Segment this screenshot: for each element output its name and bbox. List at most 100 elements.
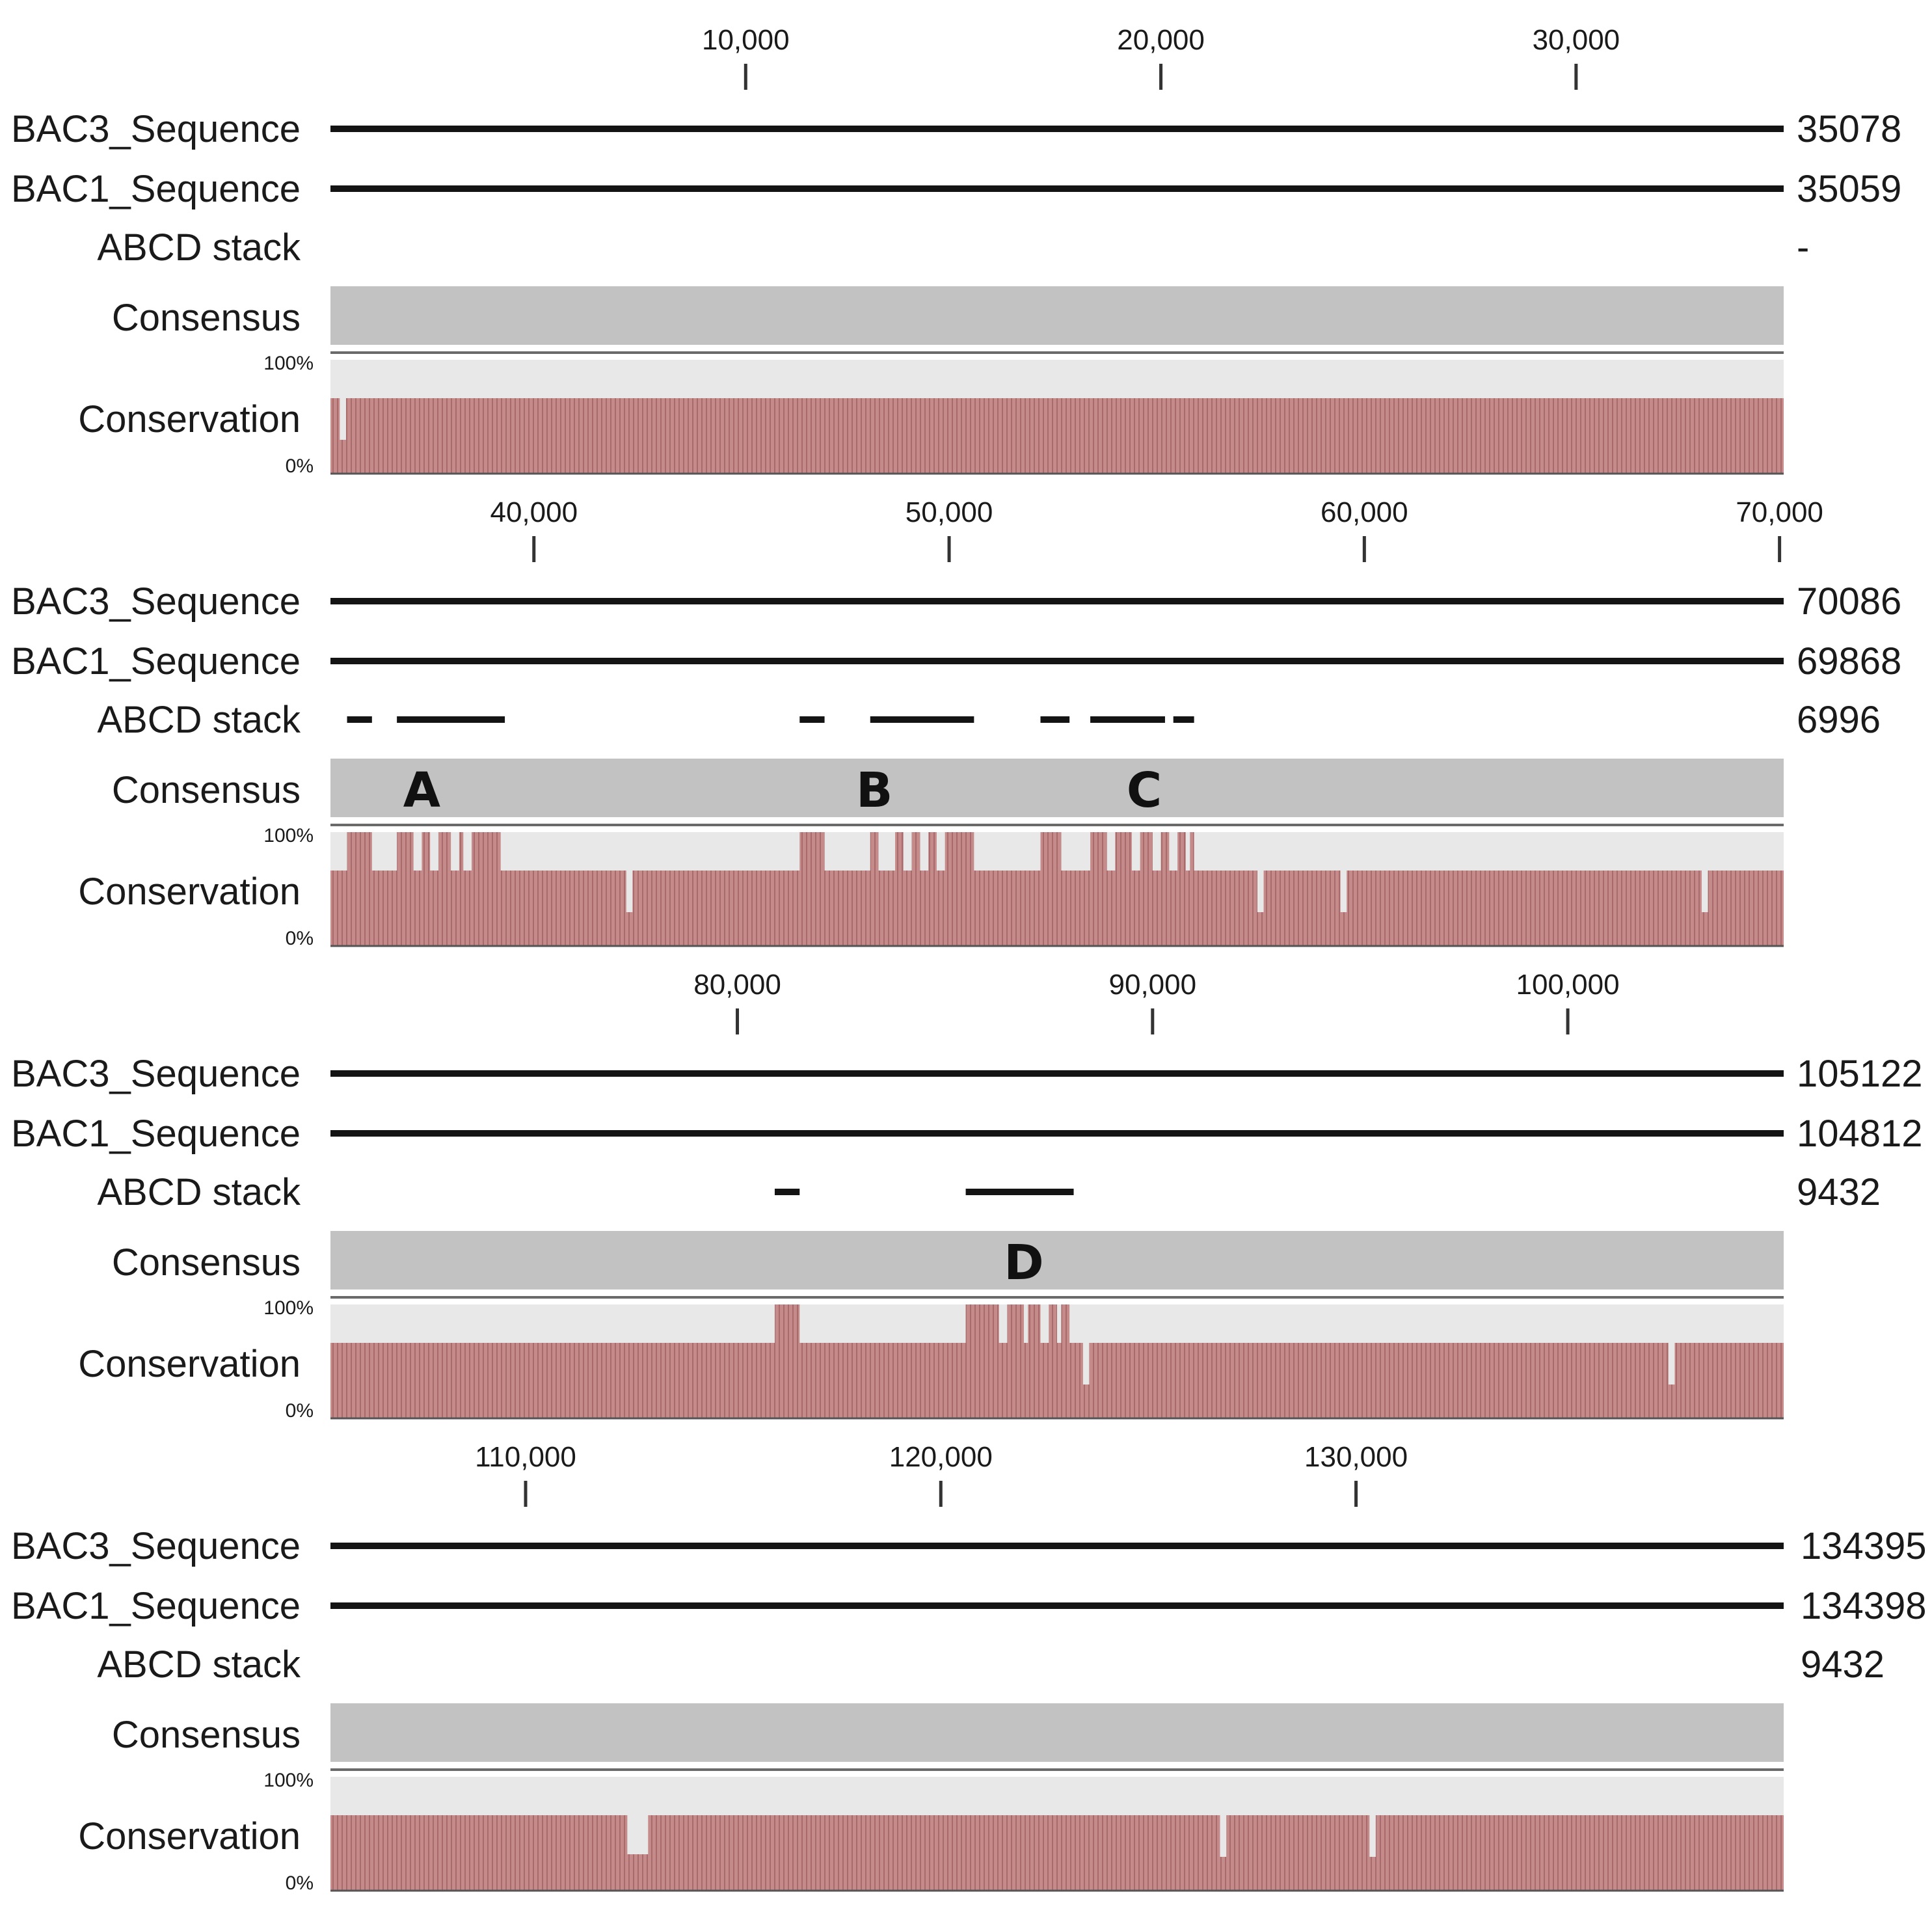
- conservation-peak: [397, 832, 414, 871]
- conservation-peak: [945, 832, 974, 871]
- consensus-label: Consensus: [112, 1714, 301, 1756]
- seq3-label: BAC3_Sequence: [11, 108, 301, 150]
- conservation-peak: [1040, 832, 1062, 871]
- stack-end-value: 9432: [1797, 1171, 1881, 1213]
- consensus-bar: [330, 1703, 1784, 1762]
- conservation-peak: [438, 832, 451, 871]
- conservation-dip: [1369, 1815, 1376, 1857]
- conservation-peak: [870, 832, 879, 871]
- axis-tick-label: 20,000: [1117, 24, 1205, 56]
- conservation-peak: [1007, 1304, 1024, 1343]
- conservation-peak: [1049, 1304, 1057, 1343]
- axis-tick-label: 60,000: [1321, 496, 1408, 528]
- seq1-label: BAC1_Sequence: [11, 1113, 301, 1155]
- seq3-label: BAC3_Sequence: [11, 1525, 301, 1567]
- axis-tick-label: 90,000: [1109, 969, 1197, 1001]
- consensus-label: Consensus: [112, 1241, 301, 1284]
- conservation-peak: [1190, 832, 1194, 871]
- bac3-end-value: 35078: [1797, 108, 1901, 150]
- conservation-bar: [330, 1815, 1784, 1891]
- axis-tick-label: 80,000: [693, 969, 781, 1001]
- conservation-dip: [626, 871, 633, 912]
- consensus-bar: [330, 286, 1784, 345]
- conservation-peak: [911, 832, 920, 871]
- conservation-peak: [472, 832, 501, 871]
- bac3-end-value: 105122: [1797, 1053, 1923, 1095]
- conservation-peak: [799, 832, 825, 871]
- bac3-end-value: 134395: [1801, 1525, 1927, 1567]
- conservation-peak: [1061, 1304, 1070, 1343]
- conservation-peak: [1161, 832, 1170, 871]
- conservation-peak: [347, 832, 372, 871]
- seq3-label: BAC3_Sequence: [11, 580, 301, 623]
- conservation-label: Conservation: [78, 398, 301, 440]
- pct-100-label: 100%: [263, 1297, 314, 1319]
- pct-0-label: 0%: [286, 1400, 314, 1422]
- consensus-label: Consensus: [112, 297, 301, 339]
- seq1-label: BAC1_Sequence: [11, 168, 301, 210]
- panel-4: 110,000 120,000 130,000 BAC3_Sequence BAC1_S…: [11, 1441, 1927, 1894]
- conservation-bar: [330, 1343, 1784, 1418]
- conservation-dip: [1257, 871, 1264, 912]
- conservation-peak: [422, 832, 431, 871]
- pct-0-label: 0%: [286, 1872, 314, 1894]
- conservation-peak: [774, 1304, 800, 1343]
- stack-label: ABCD stack: [97, 1171, 301, 1213]
- conservation-peak: [1140, 832, 1153, 871]
- axis-tick-label: 100,000: [1516, 969, 1620, 1001]
- conservation-peak: [459, 832, 464, 871]
- conservation-dip: [1701, 871, 1708, 912]
- conservation-peak: [1177, 832, 1186, 871]
- pct-0-label: 0%: [286, 928, 314, 949]
- conservation-dip: [1340, 871, 1347, 912]
- axis-tick-label: 120,000: [889, 1441, 993, 1473]
- consensus-bar: [330, 759, 1784, 817]
- panel-3: 80,000 90,000 100,000 BAC3_Sequence BAC1_Seq…: [11, 969, 1923, 1422]
- conservation-dip: [627, 1815, 649, 1854]
- region-label: C: [1127, 763, 1162, 818]
- conservation-peak: [895, 832, 904, 871]
- bac1-end-value: 104812: [1797, 1113, 1923, 1155]
- pct-100-label: 100%: [263, 1770, 314, 1791]
- axis-tick-label: 70,000: [1736, 496, 1823, 528]
- conservation-label: Conservation: [78, 1815, 301, 1857]
- axis-tick-label: 40,000: [490, 496, 578, 528]
- stack-end-value: -: [1797, 226, 1809, 269]
- conservation-dip: [1220, 1815, 1227, 1857]
- stack-label: ABCD stack: [97, 699, 301, 741]
- pct-100-label: 100%: [263, 353, 314, 374]
- axis-tick-label: 110,000: [475, 1441, 576, 1473]
- axis-tick-label: 10,000: [702, 24, 790, 56]
- panel-2: 40,000 50,000 60,000 70,000 BAC3_Sequence BAC…: [11, 496, 1901, 949]
- axis-tick-label: 130,000: [1304, 1441, 1408, 1473]
- conservation-label: Conservation: [78, 871, 301, 913]
- conservation-peak: [1028, 1304, 1041, 1343]
- stack-label: ABCD stack: [97, 1643, 301, 1686]
- seq1-label: BAC1_Sequence: [11, 640, 301, 682]
- bac1-end-value: 69868: [1797, 640, 1901, 682]
- conservation-dip: [1082, 1343, 1090, 1384]
- axis-tick-label: 50,000: [906, 496, 993, 528]
- consensus-label: Consensus: [112, 769, 301, 811]
- bac1-end-value: 134398: [1801, 1585, 1927, 1627]
- conservation-peak: [965, 1304, 999, 1343]
- pct-100-label: 100%: [263, 825, 314, 846]
- conservation-peak: [1115, 832, 1132, 871]
- region-label: A: [403, 763, 440, 818]
- conservation-dip: [1668, 1343, 1675, 1384]
- conservation-label: Conservation: [78, 1343, 301, 1385]
- conservation-bar: [330, 871, 1784, 946]
- panel-1: 10,000 20,000 30,000 BAC3_Sequence BAC1_Sequ…: [11, 24, 1901, 477]
- seq1-label: BAC1_Sequence: [11, 1585, 301, 1627]
- pct-0-label: 0%: [286, 455, 314, 477]
- conservation-peak: [928, 832, 937, 871]
- bac1-end-value: 35059: [1797, 168, 1901, 210]
- bac3-end-value: 70086: [1797, 580, 1901, 623]
- conservation-dip: [340, 398, 346, 440]
- consensus-bar: [330, 1231, 1784, 1290]
- stack-end-value: 6996: [1797, 699, 1881, 741]
- axis-tick-label: 30,000: [1533, 24, 1620, 56]
- seq3-label: BAC3_Sequence: [11, 1053, 301, 1095]
- stack-end-value: 9432: [1801, 1643, 1885, 1686]
